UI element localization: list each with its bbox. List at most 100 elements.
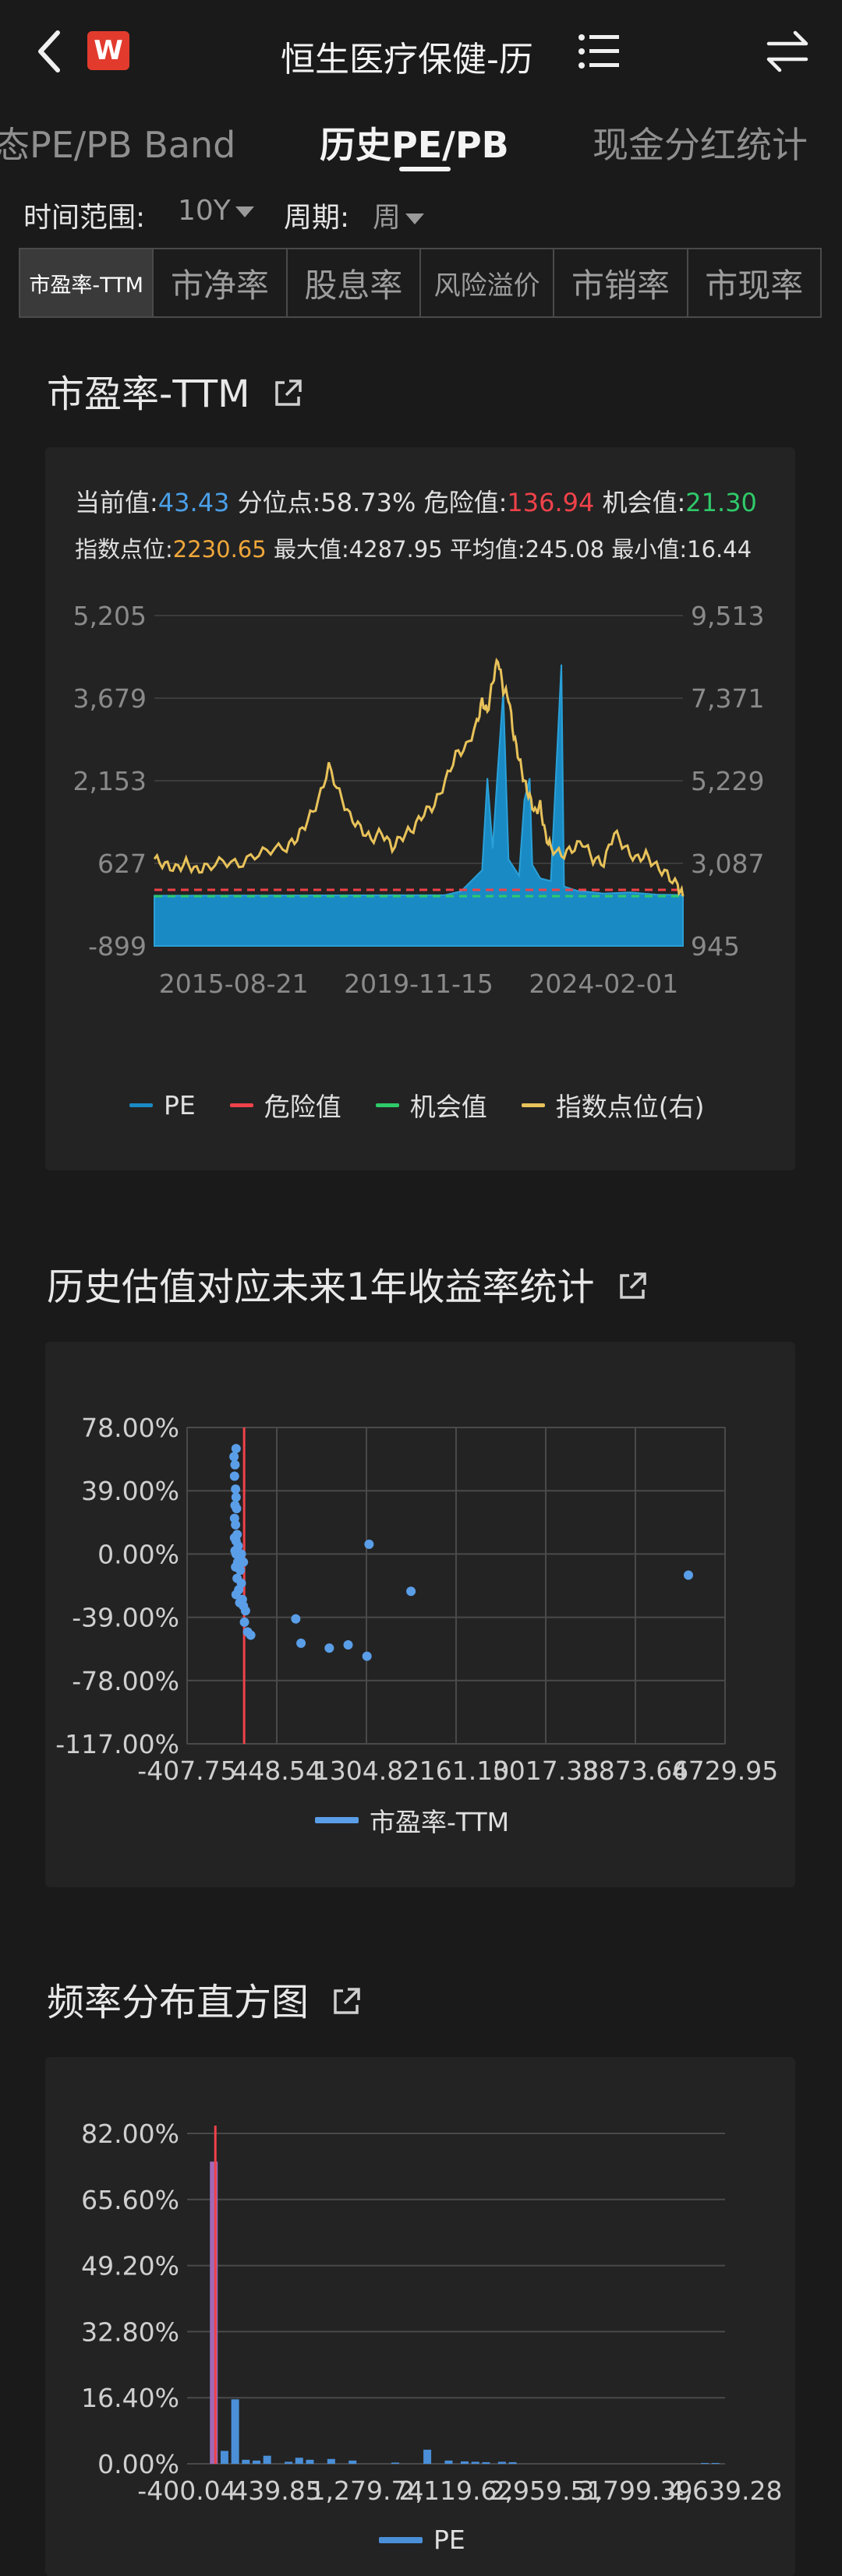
header: W 恒生医疗保健-历 bbox=[0, 0, 842, 105]
histogram-bar bbox=[242, 2459, 250, 2464]
list-button[interactable] bbox=[577, 31, 621, 72]
histogram-bar bbox=[327, 2458, 335, 2464]
current-label: 当前值: bbox=[75, 488, 158, 517]
histogram-bar bbox=[253, 2460, 261, 2464]
x-tick-label: -407.75 bbox=[137, 1756, 236, 1786]
metric-tab-dividend-yield[interactable]: 股息率 bbox=[287, 249, 421, 316]
tab-history-pe-pb[interactable]: 历史PE/PB bbox=[320, 124, 509, 166]
danger-label: 危险值: bbox=[423, 488, 508, 517]
y-tick-label: 39.00% bbox=[81, 1476, 179, 1506]
scatter-point bbox=[239, 1557, 249, 1567]
swap-button[interactable] bbox=[764, 30, 811, 73]
histogram-bar bbox=[285, 2461, 293, 2464]
stats-row-1: 当前值:43.43 分位点:58.73% 危险值:136.94 机会值:21.3… bbox=[75, 483, 757, 519]
y-tick-label: 0.00% bbox=[97, 1539, 179, 1569]
x-tick-label: 2019-11-15 bbox=[344, 969, 494, 999]
x-tick-label: 4729.95 bbox=[672, 1756, 778, 1786]
external-link-icon[interactable] bbox=[617, 1268, 648, 1311]
tab-dividend-stats[interactable]: 现金分红统计 bbox=[593, 124, 808, 166]
y-left-tick-label: 5,205 bbox=[73, 601, 147, 631]
legend-swatch bbox=[229, 1103, 253, 1107]
histogram-chart-card: 82.00% 65.60% 49.20% 32.80% 16.40% 0.00% -400.… bbox=[45, 2057, 795, 2576]
index-label: 指数点位: bbox=[75, 536, 173, 563]
legend-item-index[interactable]: 指数点位(右) bbox=[521, 1086, 705, 1124]
y-right-tick-label: 7,371 bbox=[691, 683, 764, 714]
x-tick-label: 1,279.74 bbox=[310, 2475, 424, 2506]
y-tick-label: 49.20% bbox=[81, 2251, 179, 2281]
scatter-point bbox=[364, 1539, 374, 1549]
scatter-point bbox=[291, 1614, 301, 1624]
return-chart-card: 78.00% 39.00% 0.00% -39.00% -78.00% -117.00% -… bbox=[45, 1342, 795, 1887]
metric-tab-pe-ttm[interactable]: 市盈率-TTM bbox=[20, 249, 154, 316]
histogram-bar bbox=[711, 2462, 720, 2464]
legend-label: PE bbox=[164, 1089, 196, 1120]
metric-tab-pb[interactable]: 市净率 bbox=[154, 249, 288, 316]
min-label: 最小值: bbox=[611, 536, 688, 563]
legend-label: PE bbox=[433, 2525, 465, 2555]
y-tick-label: -39.00% bbox=[72, 1603, 179, 1633]
legend-item-pe[interactable]: PE bbox=[379, 2525, 465, 2555]
legend-label: 机会值 bbox=[409, 1092, 487, 1122]
histogram-bar bbox=[231, 2399, 239, 2464]
y-tick-label: 0.00% bbox=[97, 2449, 179, 2479]
y-tick-label: 82.00% bbox=[81, 2119, 179, 2149]
scatter-point bbox=[236, 1549, 246, 1559]
scatter-point bbox=[324, 1643, 334, 1653]
external-link-icon[interactable] bbox=[331, 1983, 362, 2027]
histogram-section-title: 频率分布直方图 bbox=[47, 1971, 362, 2027]
y-left-tick-label: 3,679 bbox=[73, 683, 147, 714]
histogram-bar bbox=[482, 2461, 490, 2464]
time-range-select[interactable]: 10Y bbox=[178, 195, 254, 227]
histogram-chart[interactable]: 82.00% 65.60% 49.20% 32.80% 16.40% 0.00%-400.… bbox=[45, 2057, 795, 2525]
legend-label: 指数点位(右) bbox=[555, 1092, 705, 1122]
return-chart-legend: 市盈率-TTM bbox=[315, 1801, 543, 1839]
y-tick-label: -117.00% bbox=[55, 1729, 179, 1759]
legend-item-pe[interactable]: PE bbox=[129, 1090, 196, 1120]
histogram-bar bbox=[461, 2461, 469, 2464]
tab-pe-pb-band[interactable]: 态PE/PB Band bbox=[0, 124, 236, 166]
x-tick-label: 3873.66 bbox=[582, 1756, 688, 1786]
y-tick-label: 32.80% bbox=[81, 2317, 179, 2347]
avg-label: 平均值: bbox=[449, 536, 525, 563]
legend-swatch bbox=[521, 1103, 545, 1107]
pe-history-chart[interactable]: 5,205 3,679 2,153 627 -899 9,513 7,371 5,229 3,0… bbox=[45, 580, 795, 1094]
y-right-tick-label: 9,513 bbox=[691, 601, 764, 631]
page-title: 恒生医疗保健-历 bbox=[281, 40, 533, 79]
pe-chart-legend: PE 危险值 机会值 指数点位(右) bbox=[129, 1086, 739, 1124]
metric-tab-ps[interactable]: 市销率 bbox=[554, 249, 688, 316]
metric-tab-pcf[interactable]: 市现率 bbox=[688, 249, 820, 316]
return-scatter-chart[interactable]: 78.00% 39.00% 0.00% -39.00% -78.00% -117.00%-… bbox=[45, 1342, 795, 1809]
list-icon bbox=[578, 34, 619, 69]
y-tick-label: -78.00% bbox=[72, 1666, 179, 1696]
back-button[interactable] bbox=[31, 28, 70, 75]
scatter-point bbox=[229, 1533, 239, 1543]
time-range-label: 时间范围: bbox=[23, 202, 146, 234]
legend-item-danger[interactable]: 危险值 bbox=[229, 1086, 341, 1124]
histogram-bar bbox=[444, 2460, 453, 2464]
chevron-left-icon bbox=[38, 30, 60, 72]
y-right-tick-label: 945 bbox=[691, 931, 740, 962]
stats-row-2: 指数点位:2230.65 最大值:4287.95 平均值:245.08 最小值:… bbox=[75, 531, 752, 564]
x-tick-label: 3017.38 bbox=[493, 1756, 599, 1786]
external-link-icon[interactable] bbox=[272, 375, 303, 418]
legend-item-pe-ttm[interactable]: 市盈率-TTM bbox=[315, 1801, 509, 1839]
metric-tab-risk-premium[interactable]: 风险溢价 bbox=[420, 249, 555, 316]
time-range-value: 10Y bbox=[178, 195, 231, 227]
legend-item-chance[interactable]: 机会值 bbox=[375, 1086, 487, 1124]
legend-swatch bbox=[375, 1103, 399, 1107]
scatter-point bbox=[231, 1484, 241, 1494]
y-tick-label: 16.40% bbox=[81, 2383, 179, 2413]
top-tabs: 态PE/PB Band 历史PE/PB 现金分红统计 bbox=[0, 109, 842, 179]
period-select[interactable]: 周 bbox=[373, 195, 425, 235]
scatter-point bbox=[239, 1617, 249, 1627]
histogram-bar bbox=[471, 2461, 479, 2464]
return-section-title: 历史估值对应未来1年收益率统计 bbox=[47, 1256, 648, 1311]
y-left-tick-label: -899 bbox=[88, 931, 147, 962]
filters-bar: 时间范围: 10Y 周期: 周 bbox=[0, 187, 842, 242]
histogram-title-text: 频率分布直方图 bbox=[47, 1981, 310, 2024]
caret-down-icon bbox=[405, 213, 425, 224]
scatter-point bbox=[231, 1519, 241, 1530]
scatter-point bbox=[246, 1630, 256, 1640]
max-label: 最大值: bbox=[273, 536, 349, 563]
histogram-bar bbox=[508, 2461, 517, 2464]
